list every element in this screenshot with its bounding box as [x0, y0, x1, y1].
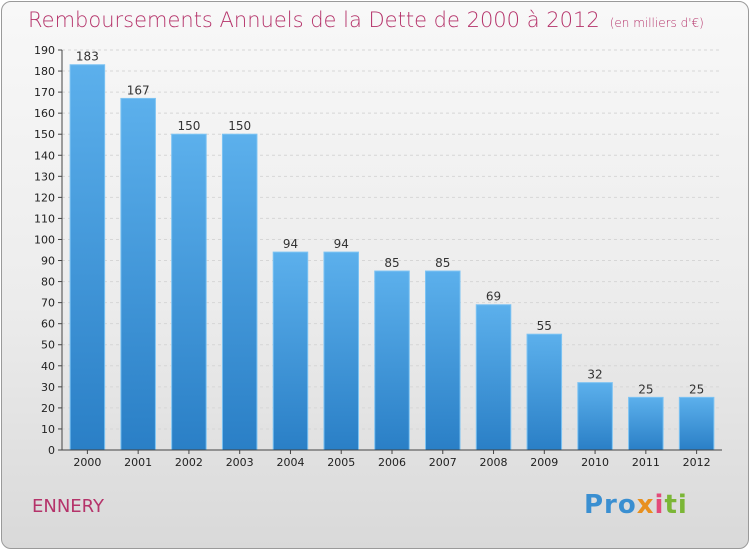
x-tick-label: 2006 [378, 456, 406, 469]
bar-value-label: 25 [638, 382, 653, 396]
bar-value-label: 25 [689, 382, 704, 396]
y-tick-label: 10 [41, 423, 55, 436]
bar [678, 396, 715, 451]
y-tick-label: 150 [34, 128, 55, 141]
y-tick-label: 80 [41, 276, 55, 289]
bar [120, 97, 156, 451]
y-tick-label: 100 [34, 233, 55, 246]
town-name: ENNERY [32, 496, 105, 517]
bar-value-label: 183 [76, 50, 99, 64]
y-tick-label: 0 [48, 444, 55, 457]
y-tick-label: 120 [34, 191, 55, 204]
y-tick-label: 170 [34, 86, 55, 99]
x-tick-label: 2005 [327, 456, 355, 469]
logo-part-3: i [654, 490, 665, 520]
bar [526, 333, 563, 451]
chart-title-text: Remboursements Annuels de la Dette de 20… [28, 8, 600, 32]
bar [374, 270, 410, 451]
chart-unit-note: (en milliers d'€) [609, 16, 704, 30]
bar-value-label: 85 [384, 256, 399, 270]
bar [628, 396, 664, 451]
bar [221, 133, 258, 451]
bar [577, 382, 613, 451]
x-tick-label: 2011 [632, 456, 660, 469]
bar [272, 251, 309, 451]
logo-part-1: Pro [584, 490, 637, 520]
y-tick-label: 20 [41, 402, 55, 415]
x-tick-label: 2002 [175, 456, 203, 469]
x-tick-label: 2008 [480, 456, 508, 469]
bar-value-label: 94 [334, 237, 349, 251]
x-tick-label: 2003 [226, 456, 254, 469]
x-axis: 2000 2001 2002 2003 2004 2005 2006 2007 2008 2009… [62, 449, 722, 469]
logo-part-2: x [636, 490, 655, 520]
bar-value-label: 150 [228, 119, 251, 133]
x-tick-label: 2012 [683, 456, 711, 469]
y-tick-label: 190 [34, 44, 55, 57]
y-tick-label: 90 [41, 255, 55, 268]
bar-value-label: 150 [177, 119, 200, 133]
y-tick-label: 50 [41, 339, 55, 352]
bar [425, 270, 461, 451]
x-tick-label: 2010 [581, 456, 609, 469]
bar-value-label: 32 [587, 368, 602, 382]
bar-value-label: 167 [127, 83, 150, 97]
bar [475, 304, 512, 451]
bars: 183 167 150 150 94 94 85 85 69 55 32 25 25 [69, 50, 715, 451]
proxiti-logo: Proxiti [584, 490, 688, 520]
x-tick-label: 2004 [276, 456, 304, 469]
bar [171, 133, 207, 451]
y-tick-label: 140 [34, 149, 55, 162]
x-tick-label: 2009 [530, 456, 558, 469]
y-tick-label: 40 [41, 360, 55, 373]
y-tick-label: 30 [41, 381, 55, 394]
bar-value-label: 55 [537, 319, 552, 333]
y-tick-label: 110 [34, 212, 55, 225]
bar [69, 64, 106, 451]
y-tick-label: 130 [34, 170, 55, 183]
y-tick-label: 180 [34, 65, 55, 78]
x-tick-label: 2000 [73, 456, 101, 469]
x-tick-label: 2007 [429, 456, 457, 469]
bar [323, 251, 359, 451]
y-tick-label: 60 [41, 318, 55, 331]
bar-value-label: 94 [283, 237, 298, 251]
y-tick-label: 160 [34, 107, 55, 120]
bar-value-label: 69 [486, 290, 501, 304]
x-tick-label: 2001 [124, 456, 152, 469]
logo-part-4: ti [664, 490, 688, 520]
chart-title: Remboursements Annuels de la Dette de 20… [28, 8, 704, 32]
bar-value-label: 85 [435, 256, 450, 270]
y-tick-label: 70 [41, 297, 55, 310]
y-axis: 0 10 20 30 40 50 60 70 80 90 100 110 120 130 140 150 160… [34, 44, 63, 457]
